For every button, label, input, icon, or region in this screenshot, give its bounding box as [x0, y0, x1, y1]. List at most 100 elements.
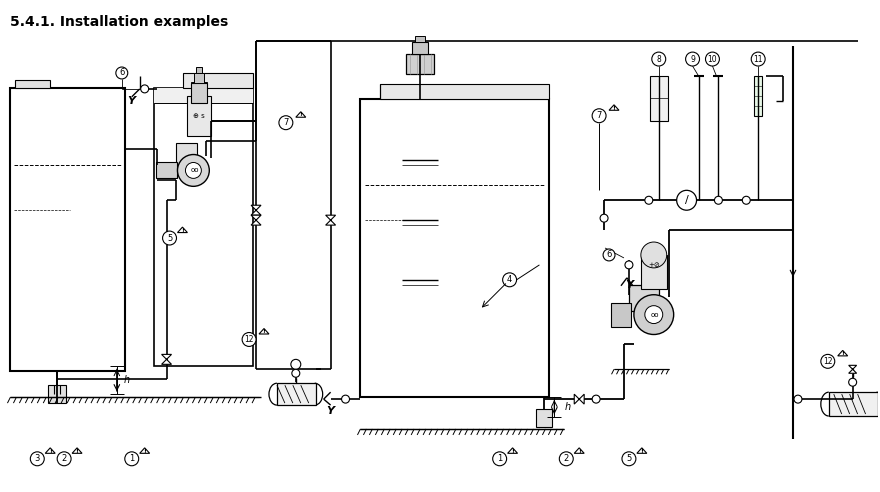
Bar [537, 409, 553, 427]
Text: 6: 6 [119, 68, 124, 77]
Text: 8: 8 [656, 55, 661, 63]
Bar [649, 76, 668, 121]
Polygon shape [609, 105, 619, 110]
Circle shape [30, 452, 44, 466]
Text: 5.4.1. Installation examples: 5.4.1. Installation examples [11, 15, 229, 30]
Bar [277, 383, 316, 405]
Bar [380, 84, 549, 99]
Bar [407, 54, 434, 74]
Text: Y: Y [128, 96, 136, 106]
Polygon shape [575, 448, 584, 453]
Polygon shape [72, 448, 82, 453]
Text: !: ! [841, 351, 844, 356]
Circle shape [341, 395, 349, 403]
Text: 2: 2 [564, 454, 568, 463]
Bar [412, 42, 428, 54]
Text: 1: 1 [129, 454, 135, 463]
Circle shape [57, 452, 71, 466]
Bar [194, 73, 204, 83]
Text: !: ! [143, 449, 146, 454]
Text: !: ! [181, 228, 184, 233]
Text: 2: 2 [62, 454, 67, 463]
Circle shape [645, 306, 663, 324]
Polygon shape [296, 112, 305, 117]
Circle shape [634, 295, 674, 335]
Bar [175, 143, 197, 166]
Text: 7: 7 [283, 118, 289, 127]
Bar [156, 162, 178, 179]
Circle shape [645, 196, 653, 204]
Text: 5: 5 [627, 454, 632, 463]
Text: !: ! [641, 449, 643, 454]
Circle shape [116, 67, 128, 79]
Bar [196, 67, 202, 73]
Polygon shape [508, 448, 517, 453]
Polygon shape [45, 448, 55, 453]
Bar [641, 255, 667, 289]
Circle shape [686, 52, 700, 66]
Circle shape [560, 452, 573, 466]
Bar [754, 76, 762, 116]
Text: 5: 5 [167, 234, 172, 243]
Polygon shape [326, 215, 335, 225]
Circle shape [625, 261, 633, 269]
Bar [187, 96, 211, 136]
Circle shape [493, 452, 507, 466]
Bar [154, 88, 253, 103]
Circle shape [752, 52, 765, 66]
Circle shape [848, 378, 856, 386]
Circle shape [600, 214, 608, 222]
Text: oo: oo [650, 311, 659, 318]
Circle shape [652, 52, 665, 66]
Text: 9: 9 [690, 55, 695, 63]
Polygon shape [162, 354, 172, 365]
Circle shape [141, 85, 149, 93]
Text: 10: 10 [708, 55, 717, 63]
Text: 1: 1 [497, 454, 502, 463]
Circle shape [743, 196, 751, 204]
Text: Y: Y [625, 280, 633, 290]
Bar [154, 88, 253, 367]
Circle shape [502, 273, 517, 287]
Circle shape [125, 452, 139, 466]
Circle shape [292, 369, 300, 377]
Circle shape [291, 359, 301, 369]
Bar [48, 385, 66, 403]
Text: 12: 12 [245, 335, 253, 344]
Bar [11, 88, 125, 371]
Circle shape [603, 249, 615, 261]
Circle shape [592, 395, 600, 403]
Bar [183, 73, 253, 88]
Text: !: ! [48, 449, 52, 454]
Text: !: ! [612, 105, 615, 111]
Circle shape [622, 452, 636, 466]
Text: !: ! [262, 329, 266, 334]
Text: !: ! [578, 449, 581, 454]
Bar [361, 99, 549, 397]
Circle shape [279, 116, 293, 130]
Bar [829, 392, 877, 416]
Bar [192, 82, 208, 86]
Text: Y: Y [326, 406, 334, 416]
Bar [611, 303, 631, 327]
Bar [192, 83, 208, 103]
Text: !: ! [299, 113, 302, 118]
Text: ⊕ s: ⊕ s [194, 113, 205, 119]
Circle shape [706, 52, 720, 66]
Text: h: h [124, 375, 130, 385]
Text: 7: 7 [597, 111, 602, 120]
Circle shape [641, 242, 667, 268]
Circle shape [592, 109, 606, 123]
Circle shape [163, 231, 177, 245]
Text: !: ! [511, 449, 514, 454]
Bar [415, 36, 425, 42]
Polygon shape [251, 205, 261, 215]
Circle shape [715, 196, 722, 204]
Text: +⊘: +⊘ [648, 262, 660, 268]
Circle shape [186, 162, 202, 179]
Polygon shape [178, 227, 187, 233]
Polygon shape [251, 215, 261, 225]
Polygon shape [140, 448, 150, 453]
Text: h: h [564, 402, 570, 412]
Text: 4: 4 [507, 276, 512, 284]
